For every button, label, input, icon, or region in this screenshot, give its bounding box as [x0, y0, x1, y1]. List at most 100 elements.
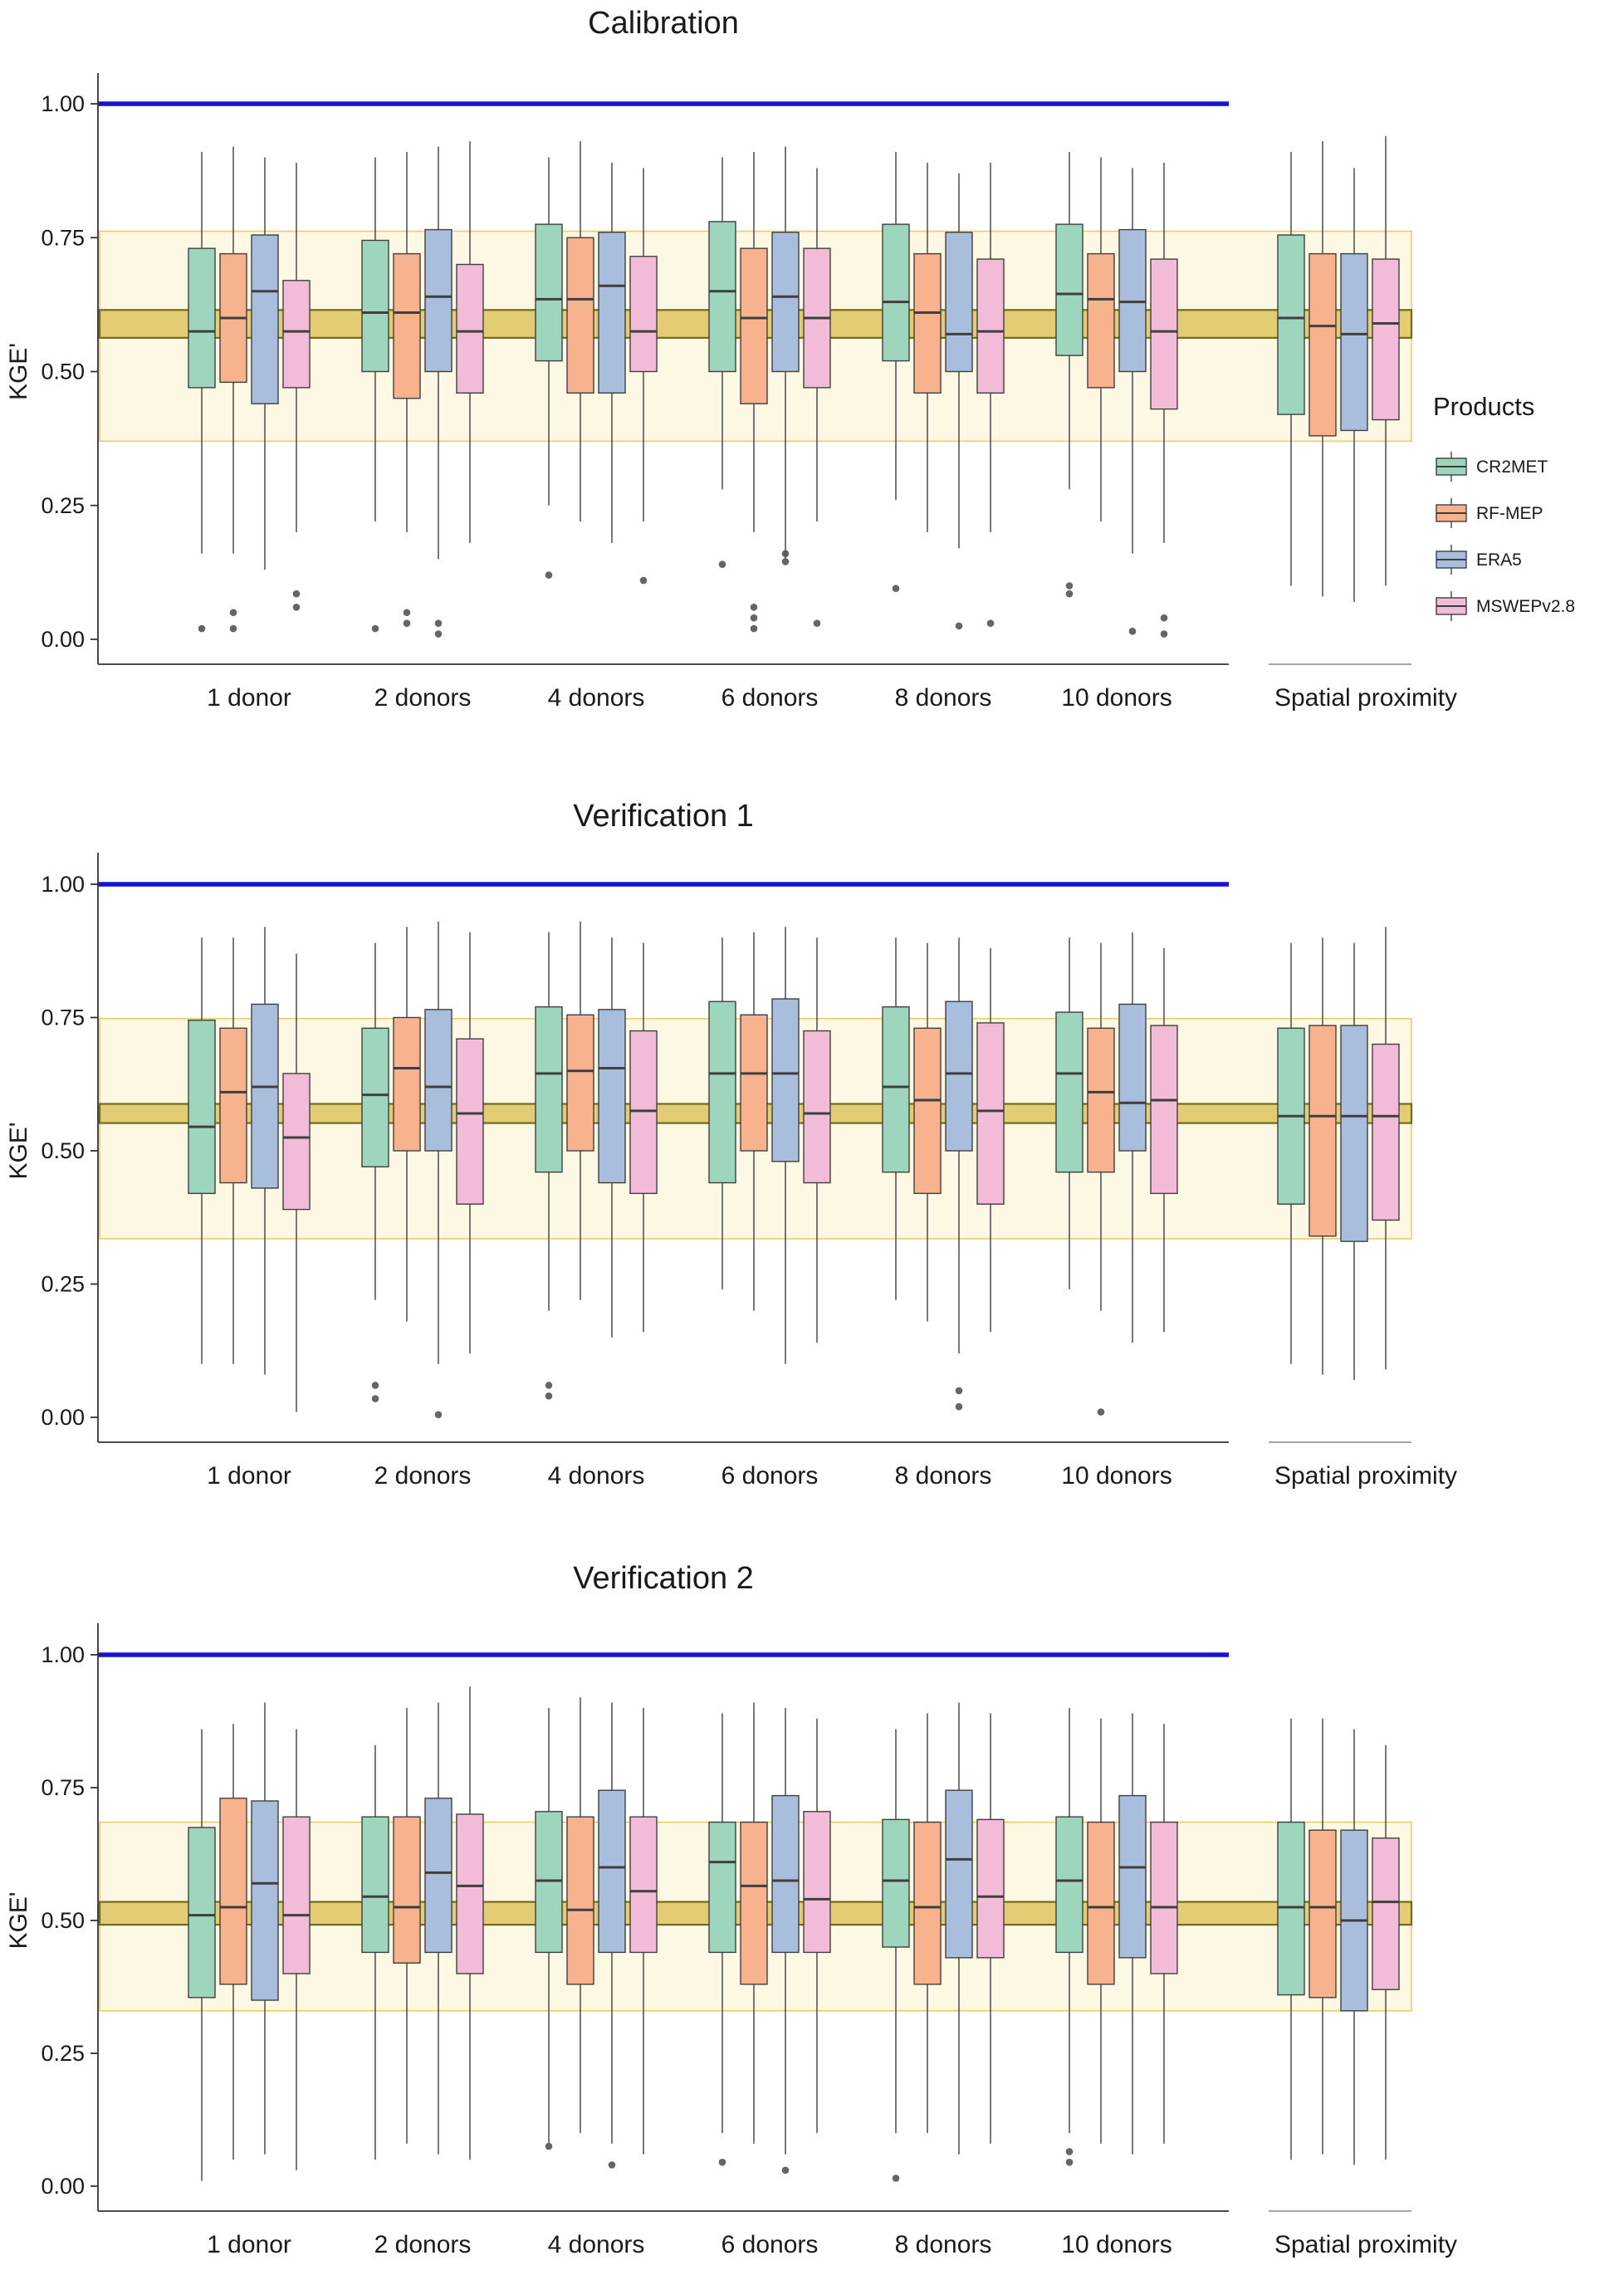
box-ERA5: [598, 1789, 626, 1954]
outlier-point: [781, 550, 790, 558]
box-MSWEPv2.8: [456, 1813, 484, 1974]
box-RF-MEP: [566, 1816, 594, 1985]
legend-item-label: MSWEPv2.8: [1476, 597, 1575, 616]
box-MSWEPv2.8: [282, 1816, 311, 1974]
outlier-point: [434, 630, 443, 638]
box-RF-MEP: [1308, 1025, 1337, 1237]
box-MSWEPv2.8: [1150, 258, 1178, 410]
box-CR2MET: [535, 223, 563, 362]
box-CR2MET: [1055, 223, 1083, 356]
outlier-point: [892, 585, 900, 593]
outlier-point: [1128, 628, 1137, 635]
x-category-label: 2 donors: [374, 684, 472, 712]
x-category-label: Spatial proximity: [1274, 2231, 1457, 2258]
x-category-label: 8 donors: [895, 1462, 992, 1490]
box-RF-MEP: [913, 252, 942, 394]
x-category-label: 10 donors: [1061, 684, 1172, 712]
outlier-point: [371, 1395, 379, 1402]
box-MSWEPv2.8: [456, 1038, 484, 1205]
y-tick-label: 0.25: [41, 493, 85, 518]
outlier-point: [955, 622, 963, 630]
outlier-point: [750, 614, 758, 622]
outlier-point: [545, 571, 553, 579]
outlier-point: [813, 619, 821, 627]
box-MSWEPv2.8: [282, 280, 311, 389]
box-RF-MEP: [913, 1821, 942, 1985]
box-CR2MET: [708, 1821, 736, 1954]
box-ERA5: [598, 1009, 626, 1184]
outlier-point: [986, 619, 995, 627]
box-ERA5: [945, 1001, 973, 1152]
x-category-label: 4 donors: [548, 1462, 645, 1490]
panel-title: Verification 2: [573, 1561, 754, 1596]
box-RF-MEP: [1087, 252, 1115, 389]
y-tick-label: 0.50: [41, 1138, 85, 1163]
outlier-point: [781, 2166, 790, 2175]
y-tick-label: 1.00: [41, 1642, 85, 1667]
box-CR2MET: [188, 1827, 216, 1999]
outlier-point: [750, 604, 758, 611]
box-MSWEPv2.8: [976, 1022, 1005, 1205]
outlier-point: [1160, 614, 1168, 622]
box-MSWEPv2.8: [629, 256, 658, 373]
box-ERA5: [945, 1789, 973, 1959]
outlier-point: [639, 576, 648, 585]
box-CR2MET: [708, 221, 736, 373]
panel-verification-1: 1.00 0.75 0.50 0.25 0.00 1 donor 2 donors 4 don…: [5, 799, 1457, 1490]
outlier-point: [371, 624, 379, 633]
box-CR2MET: [188, 1020, 216, 1195]
x-category-label: 6 donors: [722, 684, 819, 712]
box-ERA5: [251, 1800, 279, 2001]
legend-title: Products: [1433, 392, 1534, 421]
box-ERA5: [251, 234, 279, 404]
y-tick-label: 0.25: [41, 2041, 85, 2066]
box-RF-MEP: [913, 1027, 942, 1195]
box-ERA5: [1118, 1794, 1147, 1959]
outlier-point: [781, 558, 790, 565]
outlier-point: [1065, 590, 1074, 598]
outlier-point: [1097, 1408, 1105, 1416]
panel-calibration: 1.00 0.75 0.50 0.25 0.00 1 donor 2 donors 4 don…: [5, 6, 1575, 712]
box-RF-MEP: [393, 1816, 421, 1964]
outlier-point: [403, 609, 411, 617]
x-category-label: 6 donors: [722, 2231, 819, 2258]
box-MSWEPv2.8: [976, 258, 1005, 394]
box-MSWEPv2.8: [1372, 258, 1400, 421]
box-MSWEPv2.8: [976, 1818, 1005, 1959]
y-tick-label: 0.25: [41, 1272, 85, 1297]
box-MSWEPv2.8: [282, 1073, 311, 1211]
x-category-label: 1 donor: [207, 2231, 291, 2258]
box-RF-MEP: [566, 1014, 594, 1152]
box-CR2MET: [361, 239, 389, 373]
box-MSWEPv2.8: [1150, 1821, 1178, 1974]
x-category-label: 10 donors: [1061, 2231, 1172, 2258]
box-RF-MEP: [566, 237, 594, 394]
box-CR2MET: [1277, 1821, 1305, 1996]
box-CR2MET: [1277, 234, 1305, 415]
box-CR2MET: [188, 247, 216, 389]
x-category-label: 8 donors: [895, 2231, 992, 2258]
box-ERA5: [424, 1009, 452, 1152]
outlier-point: [750, 624, 758, 633]
panel-title: Verification 1: [573, 799, 754, 834]
outlier-point: [371, 1382, 379, 1389]
box-MSWEPv2.8: [1150, 1025, 1178, 1195]
box-CR2MET: [361, 1816, 389, 1954]
outlier-point: [955, 1387, 963, 1395]
x-category-label: Spatial proximity: [1274, 684, 1457, 712]
outlier-point: [229, 609, 237, 617]
box-MSWEPv2.8: [803, 1030, 831, 1184]
box-RF-MEP: [1308, 252, 1337, 437]
outlier-point: [892, 2175, 900, 2182]
y-tick-label: 0.00: [41, 2174, 85, 2199]
box-MSWEPv2.8: [1372, 1837, 1400, 1990]
box-MSWEPv2.8: [1372, 1043, 1400, 1221]
box-CR2MET: [882, 223, 910, 362]
box-RF-MEP: [1308, 1829, 1337, 1999]
box-CR2MET: [882, 1818, 910, 1948]
x-category-label: 10 donors: [1061, 1462, 1172, 1490]
box-CR2MET: [535, 1811, 563, 1954]
x-category-label: 8 donors: [895, 684, 992, 712]
outlier-point: [292, 604, 301, 611]
